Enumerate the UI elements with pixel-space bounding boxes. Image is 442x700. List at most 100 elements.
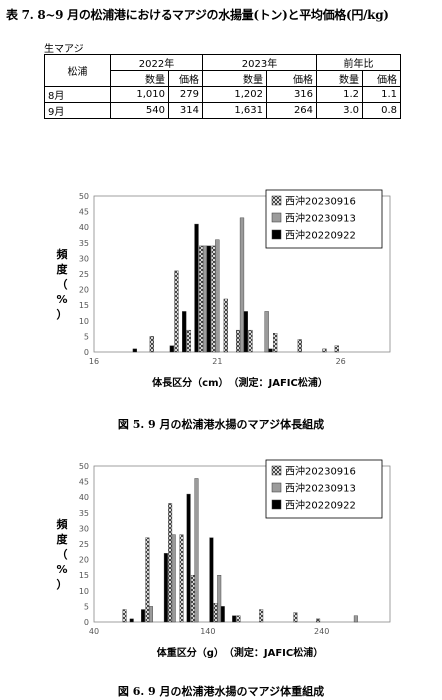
- x-tick-label: 26: [336, 357, 346, 366]
- bar: [273, 333, 278, 353]
- legend-swatch: [271, 499, 282, 510]
- y-tick-label: 5: [84, 332, 89, 341]
- bar: [232, 615, 237, 623]
- header-price-ratio: 価格: [362, 70, 402, 87]
- length-chart: 0 5 10 15 20 25 30 35 40 45 50 16 21 26 頻度（%） 体長区分（cm） …: [56, 189, 391, 389]
- bar: [259, 609, 264, 623]
- x-tick-label: 240: [314, 627, 329, 636]
- bar: [209, 537, 214, 623]
- legend: [265, 459, 383, 519]
- bar: [199, 245, 204, 353]
- cell-qty-2022: 540: [110, 102, 169, 119]
- table-header-years: 松浦 2022年 2023年 前年比: [44, 54, 402, 87]
- cell-price-2023: 264: [266, 102, 318, 119]
- cell-month: 8月: [44, 86, 111, 103]
- length-chart-caption: 図 5. 9 月の松浦港水揚のマアジ体長組成: [117, 418, 325, 431]
- cell-qty-ratio: 1.2: [316, 86, 364, 103]
- legend-swatch: [271, 482, 282, 493]
- y-tick-label: 25: [79, 540, 89, 549]
- x-tick-label: 21: [212, 357, 222, 366]
- bar: [149, 336, 154, 353]
- header-qty-ratio: 数量: [316, 70, 364, 87]
- bar: [316, 618, 321, 623]
- bar: [122, 609, 127, 623]
- y-tick-label: 35: [79, 509, 89, 518]
- bar: [220, 606, 225, 623]
- cell-qty-2022: 1,010: [110, 86, 169, 103]
- bar: [145, 537, 150, 623]
- bar: [353, 615, 358, 623]
- bar: [206, 245, 211, 353]
- table-row-header: 松浦: [44, 54, 111, 87]
- y-axis-label: 頻度（%）: [56, 517, 68, 591]
- header-qty-2023: 数量: [202, 70, 268, 87]
- bar: [141, 609, 146, 623]
- bar: [132, 348, 137, 353]
- y-tick-label: 50: [79, 462, 89, 471]
- bar: [186, 493, 191, 623]
- bar: [223, 298, 228, 353]
- y-tick-label: 45: [79, 208, 89, 217]
- cell-price-2022: 279: [167, 86, 204, 103]
- legend-label: 西沖20230916: [285, 465, 356, 478]
- y-tick-label: 40: [79, 493, 89, 502]
- bar: [297, 339, 302, 353]
- bar: [163, 553, 168, 623]
- y-tick-label: 15: [79, 301, 89, 310]
- header-2022: 2022年: [109, 54, 204, 71]
- y-tick-label: 20: [79, 556, 89, 565]
- landing-table: 松浦 2022年 2023年 前年比 数量 価格 数量 価格 数量 価格 8月 …: [44, 54, 402, 119]
- y-tick-label: 10: [79, 587, 89, 596]
- y-tick-label: 15: [79, 571, 89, 580]
- legend-label: 西沖20230916: [285, 195, 356, 208]
- cell-month: 9月: [44, 102, 111, 119]
- bar: [322, 348, 327, 353]
- cell-price-2023: 316: [266, 86, 318, 103]
- bar: [169, 345, 174, 353]
- bar: [217, 574, 222, 623]
- table-title: 表 7. 8~9 月の松浦港におけるマアジの水揚量(トン)と平均価格(円/kg): [6, 8, 389, 22]
- legend-swatch: [271, 465, 282, 476]
- y-tick-label: 30: [79, 254, 89, 263]
- y-tick-label: 30: [79, 524, 89, 533]
- x-axis-label: 体長区分（cm） （測定：JAFIC松浦）: [152, 376, 328, 389]
- bar: [190, 574, 195, 623]
- bar: [194, 223, 199, 353]
- bar: [148, 606, 153, 623]
- y-tick-label: 25: [79, 270, 89, 279]
- y-tick-label: 40: [79, 223, 89, 232]
- x-tick-label: 140: [200, 627, 215, 636]
- legend: [265, 189, 383, 249]
- cell-price-ratio: 1.1: [362, 86, 402, 103]
- cell-qty-2023: 1,202: [202, 86, 268, 103]
- x-axis-label: 体重区分（g） （測定：JAFIC松浦）: [157, 646, 324, 659]
- legend-label: 西沖20220922: [285, 229, 356, 242]
- legend-label: 西沖20220922: [285, 499, 356, 512]
- bar: [171, 534, 176, 623]
- weight-chart-caption: 図 6. 9 月の松浦港水揚のマアジ体重組成: [117, 685, 325, 698]
- y-tick-label: 35: [79, 239, 89, 248]
- y-tick-label: 0: [84, 348, 89, 357]
- header-2023: 2023年: [202, 54, 318, 71]
- table-header-metrics: 数量 価格 数量 価格 数量 価格: [45, 70, 402, 87]
- cell-qty-ratio: 3.0: [316, 102, 364, 119]
- bar: [239, 217, 245, 353]
- table-subtitle: 生マアジ: [44, 44, 84, 55]
- legend-swatch: [271, 212, 282, 223]
- bar: [194, 478, 199, 623]
- bar: [215, 239, 220, 353]
- y-axis-label: 頻度（%）: [56, 247, 68, 321]
- header-price-2023: 価格: [266, 70, 318, 87]
- header-ratio: 前年比: [316, 54, 402, 71]
- bar: [243, 311, 248, 353]
- table-row: 9月 540 314 1,631 264 3.0 0.8: [44, 102, 402, 119]
- bar: [129, 618, 134, 623]
- bar: [236, 615, 241, 623]
- bar: [264, 311, 269, 353]
- header-qty-2022: 数量: [110, 70, 169, 87]
- table-row: 8月 1,010 279 1,202 316 1.2 1.1: [44, 86, 402, 103]
- y-tick-label: 45: [79, 478, 89, 487]
- x-tick-label: 16: [89, 357, 99, 366]
- weight-chart: 0 5 10 15 20 25 30 35 40 45 50 40 140 240 頻度（%） 体重区分（g）…: [56, 459, 391, 659]
- legend-label: 西沖20230913: [285, 482, 356, 495]
